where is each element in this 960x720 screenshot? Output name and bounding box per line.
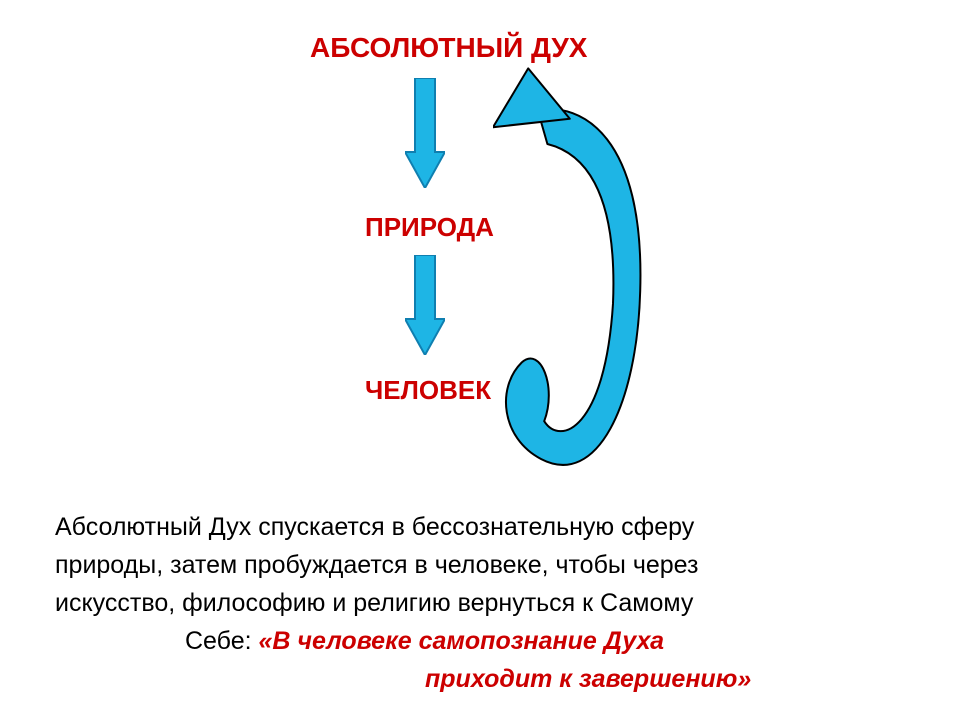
paragraph-line: Себе: «В человеке самопознание Духа xyxy=(55,622,751,660)
arrow-down-1 xyxy=(405,78,445,188)
paragraph-line: Абсолютный Дух спускается в бессознатель… xyxy=(55,508,751,546)
text-segment: природы, затем пробуждается в человеке, … xyxy=(55,551,698,579)
arrow-curved-return xyxy=(493,60,653,480)
paragraph-line: искусство, философию и религию вернуться… xyxy=(55,584,751,622)
heading-nature: ПРИРОДА xyxy=(365,212,494,243)
text-segment: Абсолютный Дух спускается в бессознатель… xyxy=(55,513,694,541)
heading-human: ЧЕЛОВЕК xyxy=(365,375,491,406)
text-segment: «В человеке самопознание Духа xyxy=(259,627,665,655)
arrow-down-2 xyxy=(405,255,445,355)
text-segment: искусство, философию и религию вернуться… xyxy=(55,589,693,617)
text-segment: Себе: xyxy=(185,627,259,655)
paragraph-line: приходит к завершению» xyxy=(55,660,751,698)
paragraph-line: природы, затем пробуждается в человеке, … xyxy=(55,546,751,584)
text-segment: приходит к завершению» xyxy=(425,665,751,693)
explanation-paragraph: Абсолютный Дух спускается в бессознатель… xyxy=(55,508,751,698)
